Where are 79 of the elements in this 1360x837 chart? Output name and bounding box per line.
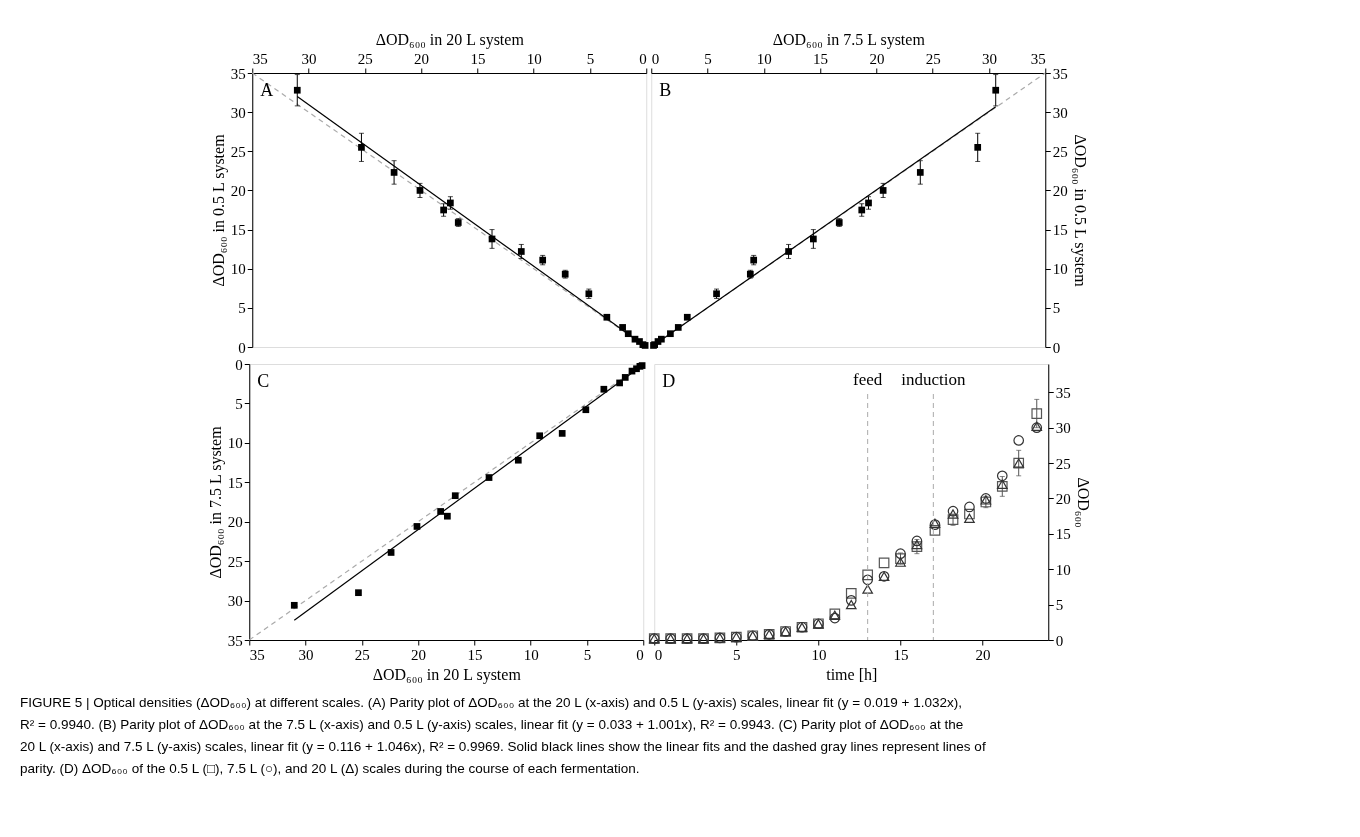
- y-tick-label: 30: [1052, 104, 1068, 121]
- y-tick-label: 10: [227, 435, 243, 452]
- y-axis-title: ΔOD₆₀₀: [1074, 477, 1092, 528]
- ref-line-label: induction: [901, 370, 966, 389]
- y-axis-title: ΔOD₆₀₀ in 0.5 L system: [1070, 134, 1089, 288]
- y-tick-label: 5: [1055, 597, 1064, 614]
- x-tick-label: 35: [1030, 50, 1046, 67]
- y-tick-label: 25: [1052, 143, 1068, 160]
- y-tick-label: 25: [1055, 455, 1071, 472]
- ref-line-label: feed: [853, 370, 883, 389]
- y-axis-title: ΔOD₆₀₀ in 7.5 L system: [206, 425, 225, 579]
- y-tick-label: 10: [1052, 261, 1068, 278]
- x-tick-label: 20: [411, 646, 427, 663]
- y-tick-label: 5: [235, 395, 243, 412]
- y-tick-label: 15: [1055, 526, 1071, 543]
- x-tick-label: 5: [586, 50, 595, 67]
- x-tick-label: 0: [636, 646, 644, 663]
- x-tick-label: 30: [298, 646, 314, 663]
- x-tick-label: 5: [583, 646, 592, 663]
- y-tick-label: 15: [1052, 222, 1068, 239]
- x-tick-label: 10: [811, 646, 827, 663]
- x-tick-label: 10: [756, 50, 772, 67]
- x-tick-label: 35: [252, 50, 268, 67]
- text: R² = 0.9940. (B) Parity plot of ΔOD₆₀₀ at the 7.5 L (x-axis) and 0.5 L (y-axis) scales, linear fit (y = 0.033 + 1.001x), R² = 0.9943. (C) Parity plot of ΔOD₆₀₀ at the: [20, 717, 964, 732]
- annotation: D: [662, 371, 676, 391]
- text: 20 L (x-axis) and 7.5 L (y-axis) scales, linear fit (y = 0.116 + 1.046x), R² = 0.9969. Solid black lines show the linear fits and the dashed gray lines represent lines of: [20, 739, 986, 754]
- y-tick-label: 20: [1052, 182, 1068, 199]
- y-tick-label: 0: [238, 339, 246, 356]
- y-tick-label: 10: [230, 261, 246, 278]
- x-tick-label: 25: [357, 50, 373, 67]
- y-tick-label: 30: [1055, 420, 1071, 437]
- y-tick-label: 15: [230, 222, 246, 239]
- y-axis-title: ΔOD₆₀₀ in 0.5 L system: [209, 133, 228, 287]
- x-tick-label: 5: [704, 50, 712, 67]
- text: parity. (D) ΔOD₆₀₀ of the 0.5 L (□), 7.5 L (○), and 20 L (Δ) scales during the course of each fermentation.: [20, 761, 640, 776]
- x-tick-label: 15: [467, 646, 483, 663]
- y-tick-label: 20: [1055, 490, 1071, 507]
- y-tick-label: 30: [230, 104, 246, 121]
- x-axis-title: time [h]: [826, 665, 878, 683]
- y-tick-label: 10: [1055, 561, 1071, 578]
- y-tick-label: 35: [1052, 65, 1068, 82]
- y-tick-label: 35: [230, 65, 246, 82]
- x-tick-label: 25: [925, 50, 941, 67]
- y-tick-label: 5: [1052, 300, 1061, 317]
- y-tick-label: 35: [1055, 384, 1071, 401]
- x-axis-title: ΔOD₆₀₀ in 20 L system: [375, 30, 525, 49]
- x-tick-label: 15: [893, 646, 909, 663]
- x-tick-label: 20: [869, 50, 885, 67]
- y-tick-label: 30: [227, 593, 243, 610]
- x-tick-label: 0: [651, 50, 660, 67]
- x-tick-label: 20: [975, 646, 991, 663]
- x-tick-label: 5: [733, 646, 741, 663]
- x-tick-label: 35: [249, 646, 265, 663]
- x-tick-label: 0: [639, 50, 647, 67]
- x-tick-label: 15: [813, 50, 829, 67]
- y-tick-label: 5: [238, 300, 246, 317]
- y-tick-label: 0: [1052, 339, 1061, 356]
- x-axis-title: ΔOD₆₀₀ in 20 L system: [372, 665, 522, 684]
- annotation: C: [257, 371, 270, 391]
- y-tick-label: 35: [227, 632, 243, 649]
- x-tick-label: 30: [301, 50, 317, 67]
- x-tick-label: 15: [470, 50, 486, 67]
- y-tick-label: 15: [227, 474, 243, 491]
- caption: FIGURE 5 | Optical densities (ΔOD₆₀₀) at different scales. (A) Parity plot of ΔOD₆₀₀ at the 20 L (x-axis) and 0.5 L (y-axis) scales, linear fit (y = 0.019 + 1.032x),: [20, 695, 962, 710]
- annotation: B: [659, 80, 672, 100]
- y-tick-label: 25: [227, 553, 243, 570]
- y-tick-label: 20: [230, 182, 246, 199]
- x-tick-label: 10: [523, 646, 539, 663]
- x-axis-title: ΔOD₆₀₀ in 7.5 L system: [772, 30, 926, 49]
- x-tick-label: 20: [414, 50, 430, 67]
- x-tick-label: 25: [354, 646, 370, 663]
- y-tick-label: 20: [227, 514, 243, 531]
- y-tick-label: 0: [235, 356, 243, 373]
- y-tick-label: 0: [1055, 632, 1064, 649]
- x-tick-label: 10: [526, 50, 542, 67]
- x-tick-label: 30: [981, 50, 997, 67]
- annotation: A: [260, 80, 274, 100]
- x-tick-label: 0: [654, 646, 663, 663]
- y-tick-label: 25: [230, 143, 246, 160]
